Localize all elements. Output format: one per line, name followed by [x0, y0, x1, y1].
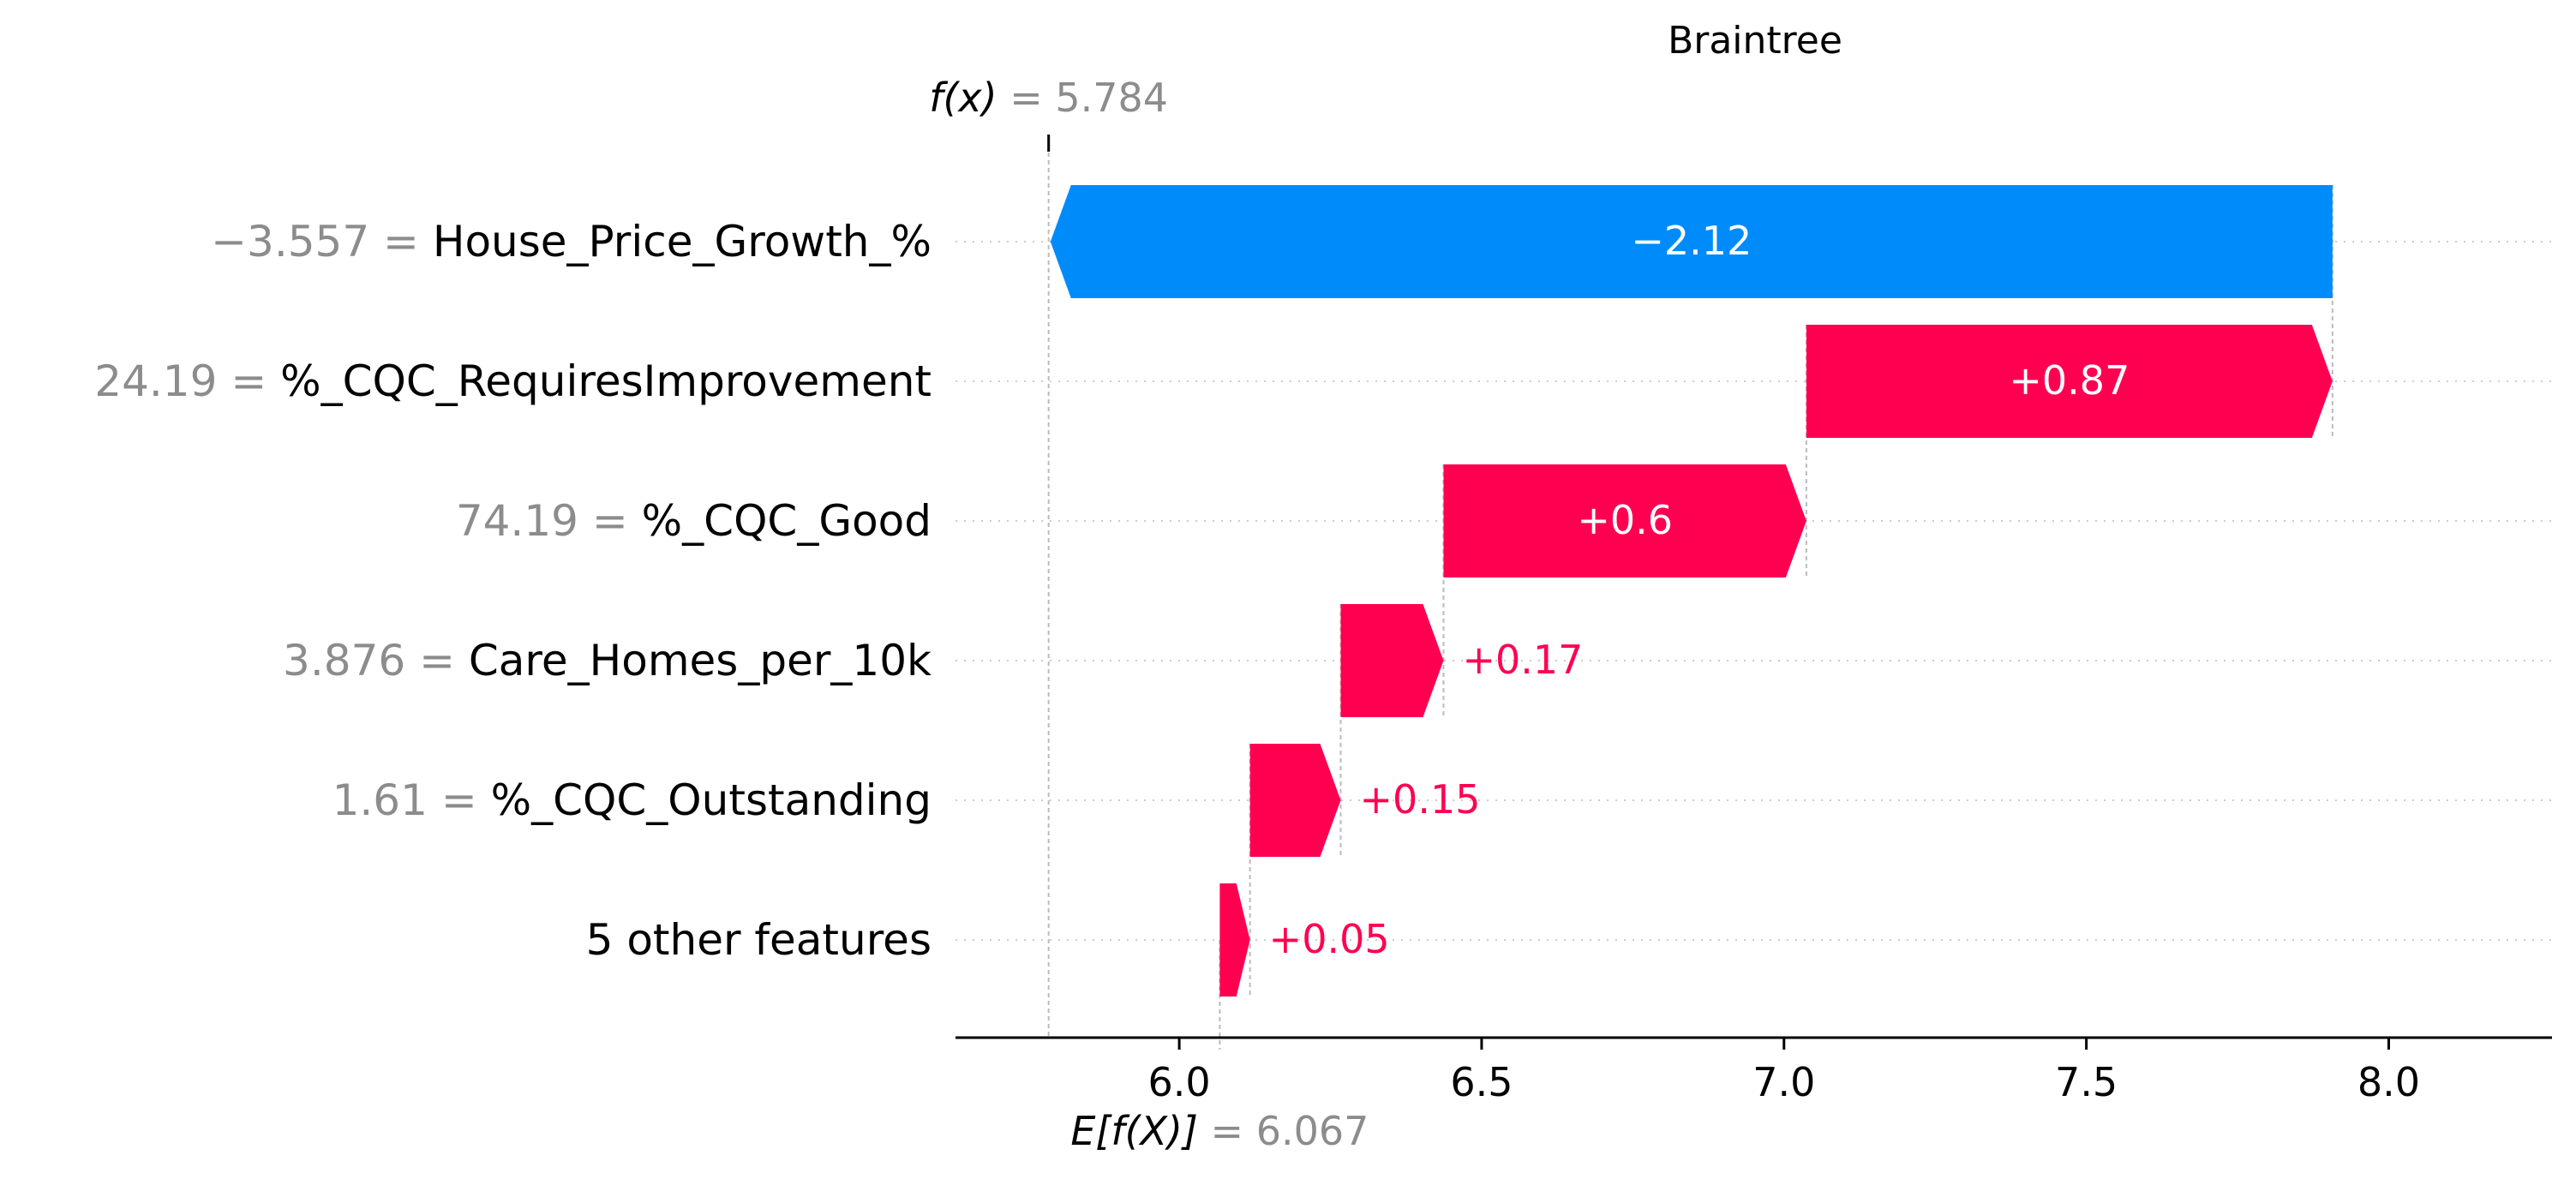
value-annotations: f(x) = 5.784 E[f(X)] = 6.067	[929, 75, 1369, 1154]
chart-title: Braintree	[1668, 19, 1842, 63]
feature-value: 1.61 =	[332, 775, 491, 825]
x-tick-label: 8.0	[2357, 1059, 2420, 1105]
x-tick-label: 6.0	[1148, 1059, 1211, 1105]
positive-bar	[1340, 604, 1444, 717]
feature-name: 5 other features	[586, 915, 932, 965]
feature-label: −3.557 = House_Price_Growth_%	[211, 217, 932, 266]
x-tick-label: 6.5	[1450, 1059, 1513, 1105]
bar-value-label: +0.87	[2009, 357, 2130, 404]
positive-bar	[1249, 744, 1341, 857]
bar-value-label: +0.15	[1360, 776, 1481, 823]
feature-label: 1.61 = %_CQC_Outstanding	[332, 775, 932, 825]
ex-label: E[f(X)]	[1070, 1108, 1198, 1154]
bar-value-label: +0.6	[1577, 497, 1673, 543]
feature-name: %_CQC_Good	[642, 496, 932, 546]
feature-labels: −3.557 = House_Price_Growth_% 24.19 = %_C…	[94, 217, 932, 965]
feature-name: Care_Homes_per_10k	[469, 636, 932, 685]
ex-value: = 6.067	[1198, 1108, 1369, 1154]
fx-value: = 5.784	[997, 75, 1168, 121]
x-tick-label: 7.5	[2055, 1059, 2118, 1105]
fx-label: f(x)	[929, 75, 997, 121]
feature-value: 3.876 =	[283, 636, 469, 685]
feature-value: 74.19 =	[456, 496, 642, 546]
feature-label: 3.876 = Care_Homes_per_10k	[283, 636, 932, 685]
feature-label: 74.19 = %_CQC_Good	[456, 496, 932, 546]
negative-bar	[1050, 185, 2333, 298]
feature-name: %_CQC_RequiresImprovement	[280, 356, 932, 406]
positive-bar	[1443, 464, 1806, 578]
feature-label: 5 other features	[586, 915, 932, 965]
fx-annotation: f(x) = 5.784	[929, 75, 1168, 121]
x-axis: 6.0 6.5 7.0 7.5 8.0	[956, 1036, 2552, 1105]
x-tick-label: 7.0	[1752, 1059, 1815, 1105]
positive-bar	[1806, 325, 2333, 438]
feature-value: 24.19 =	[94, 356, 280, 406]
feature-name: House_Price_Growth_%	[433, 217, 932, 266]
bar-value-label: −2.12	[1631, 218, 1752, 264]
bar-value-label: +0.05	[1269, 916, 1390, 962]
ex-annotation: E[f(X)] = 6.067	[1070, 1108, 1369, 1154]
feature-label: 24.19 = %_CQC_RequiresImprovement	[94, 356, 932, 406]
feature-value: −3.557 =	[211, 217, 433, 266]
positive-bar	[1219, 883, 1250, 996]
feature-name: %_CQC_Outstanding	[491, 775, 932, 825]
contribution-bars: −2.12 +0.87 +0.6 +0.17 +0.15 +0.05	[1050, 185, 2333, 996]
bar-value-label: +0.17	[1462, 637, 1583, 683]
